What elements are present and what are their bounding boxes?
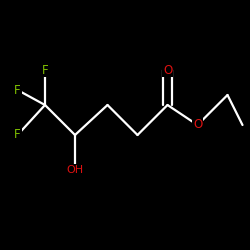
Text: F: F [14, 84, 21, 96]
Text: O: O [163, 64, 172, 76]
Text: O: O [193, 118, 202, 132]
Text: OH: OH [66, 165, 84, 175]
Text: F: F [14, 128, 21, 141]
Text: F: F [42, 64, 48, 76]
